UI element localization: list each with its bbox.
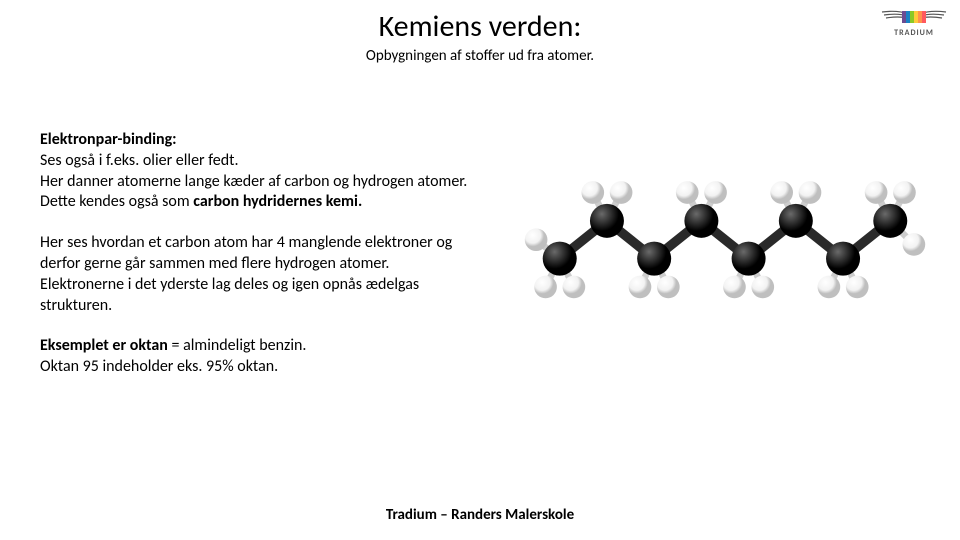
p1-heading: Elektronpar-binding: xyxy=(40,130,177,149)
logo-wings-icon xyxy=(878,6,950,26)
p1-line1: Ses også i f.eks. olier eller fedt. xyxy=(40,151,239,170)
molecule-diagram xyxy=(510,150,940,320)
page-title: Kemiens verden: xyxy=(0,8,960,45)
p2-line2: Elektronerne i det yderste lag deles og … xyxy=(40,275,419,315)
main-content: Elektronpar-binding: Ses også i f.eks. o… xyxy=(40,130,480,398)
p1-line3b: carbon hydridernes kemi. xyxy=(193,192,362,211)
paragraph-3: Eksemplet er oktan = almindeligt benzin.… xyxy=(40,336,480,378)
p1-line2: Her danner atomerne lange kæder af carbo… xyxy=(40,172,467,191)
paragraph-1: Elektronpar-binding: Ses også i f.eks. o… xyxy=(40,130,480,213)
paragraph-2: Her ses hvordan et carbon atom har 4 man… xyxy=(40,233,480,316)
p3-line1a: Eksemplet er oktan xyxy=(40,336,168,355)
p3-line2: Oktan 95 indeholder eks. 95% oktan. xyxy=(40,357,278,376)
p2-line1: Her ses hvordan et carbon atom har 4 man… xyxy=(40,233,452,273)
footer-text: Tradium – Randers Malerskole xyxy=(0,506,960,524)
p1-line3a: Dette kendes også som xyxy=(40,192,193,211)
page-subtitle: Opbygningen af stoffer ud fra atomer. xyxy=(0,47,960,65)
p3-line1b: = almindeligt benzin. xyxy=(168,336,307,355)
logo-text: TRADIUM xyxy=(878,28,950,38)
logo: TRADIUM xyxy=(878,6,950,38)
